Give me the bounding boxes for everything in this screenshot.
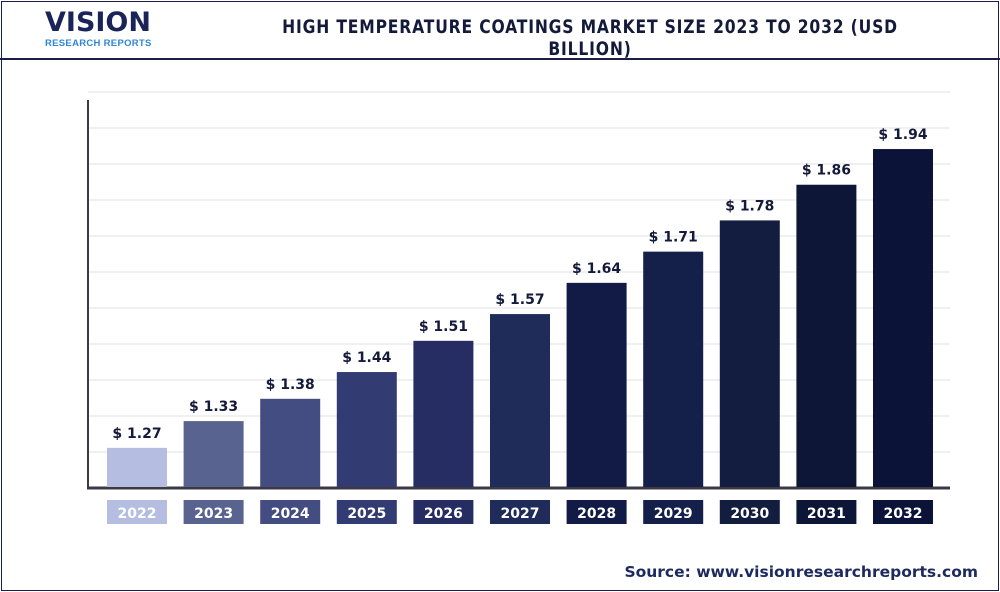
data-label-2026: $ 1.51 [419, 319, 468, 335]
bar-2027 [490, 314, 550, 487]
bar-2022 [107, 447, 167, 487]
bar-2032 [873, 149, 933, 487]
bar-2024 [260, 398, 321, 487]
logo-text: VISION [45, 7, 151, 38]
data-label-2031: $ 1.86 [802, 163, 851, 179]
x-tick-box-2027 [490, 500, 550, 524]
x-tick-box-2022 [107, 500, 167, 524]
x-tick-box-2028 [566, 500, 627, 524]
x-tick-box-2031 [796, 500, 857, 524]
source-text: Source: www.visionresearchreports.com [624, 563, 978, 581]
x-tick-box-2024 [260, 500, 321, 524]
vision-logo: VISION RESEARCH REPORTS [45, 7, 155, 50]
bar-2026 [413, 340, 474, 487]
bar-2029 [643, 251, 704, 487]
x-tick-label-2031: 2031 [807, 506, 846, 522]
x-tick-label-2022: 2022 [118, 506, 157, 522]
bar-2028 [566, 282, 627, 487]
x-tick-label-2026: 2026 [424, 506, 463, 522]
x-tick-box-2030 [719, 500, 780, 524]
bar-2031 [796, 184, 857, 487]
bar-2025 [336, 372, 397, 487]
logo-subtext: RESEARCH REPORTS [45, 38, 152, 49]
data-label-2025: $ 1.44 [342, 350, 391, 366]
data-label-2030: $ 1.78 [725, 198, 774, 214]
bar-2023 [183, 421, 244, 487]
data-label-2024: $ 1.38 [266, 377, 315, 393]
data-label-2028: $ 1.64 [572, 261, 621, 277]
bar-2030 [719, 220, 780, 487]
x-tick-label-2032: 2032 [884, 506, 923, 522]
x-tick-label-2024: 2024 [271, 506, 310, 522]
x-tick-box-2025 [336, 500, 397, 524]
x-tick-box-2023 [183, 500, 244, 524]
x-tick-label-2030: 2030 [730, 506, 769, 522]
x-tick-label-2028: 2028 [577, 506, 616, 522]
chart-title: HIGH TEMPERATURE COATINGS MARKET SIZE 20… [282, 16, 898, 60]
data-label-2032: $ 1.94 [878, 127, 927, 143]
header-divider [0, 58, 1000, 60]
x-tick-box-2032 [873, 500, 933, 524]
x-tick-label-2029: 2029 [654, 506, 693, 522]
x-tick-box-2026 [413, 500, 474, 524]
data-label-2027: $ 1.57 [495, 292, 544, 308]
x-tick-label-2025: 2025 [347, 506, 386, 522]
x-tick-box-2029 [643, 500, 704, 524]
x-tick-label-2023: 2023 [194, 506, 233, 522]
data-label-2023: $ 1.33 [189, 399, 238, 415]
data-label-2029: $ 1.71 [649, 230, 698, 246]
x-tick-label-2027: 2027 [501, 506, 540, 522]
data-label-2022: $ 1.27 [112, 426, 161, 442]
